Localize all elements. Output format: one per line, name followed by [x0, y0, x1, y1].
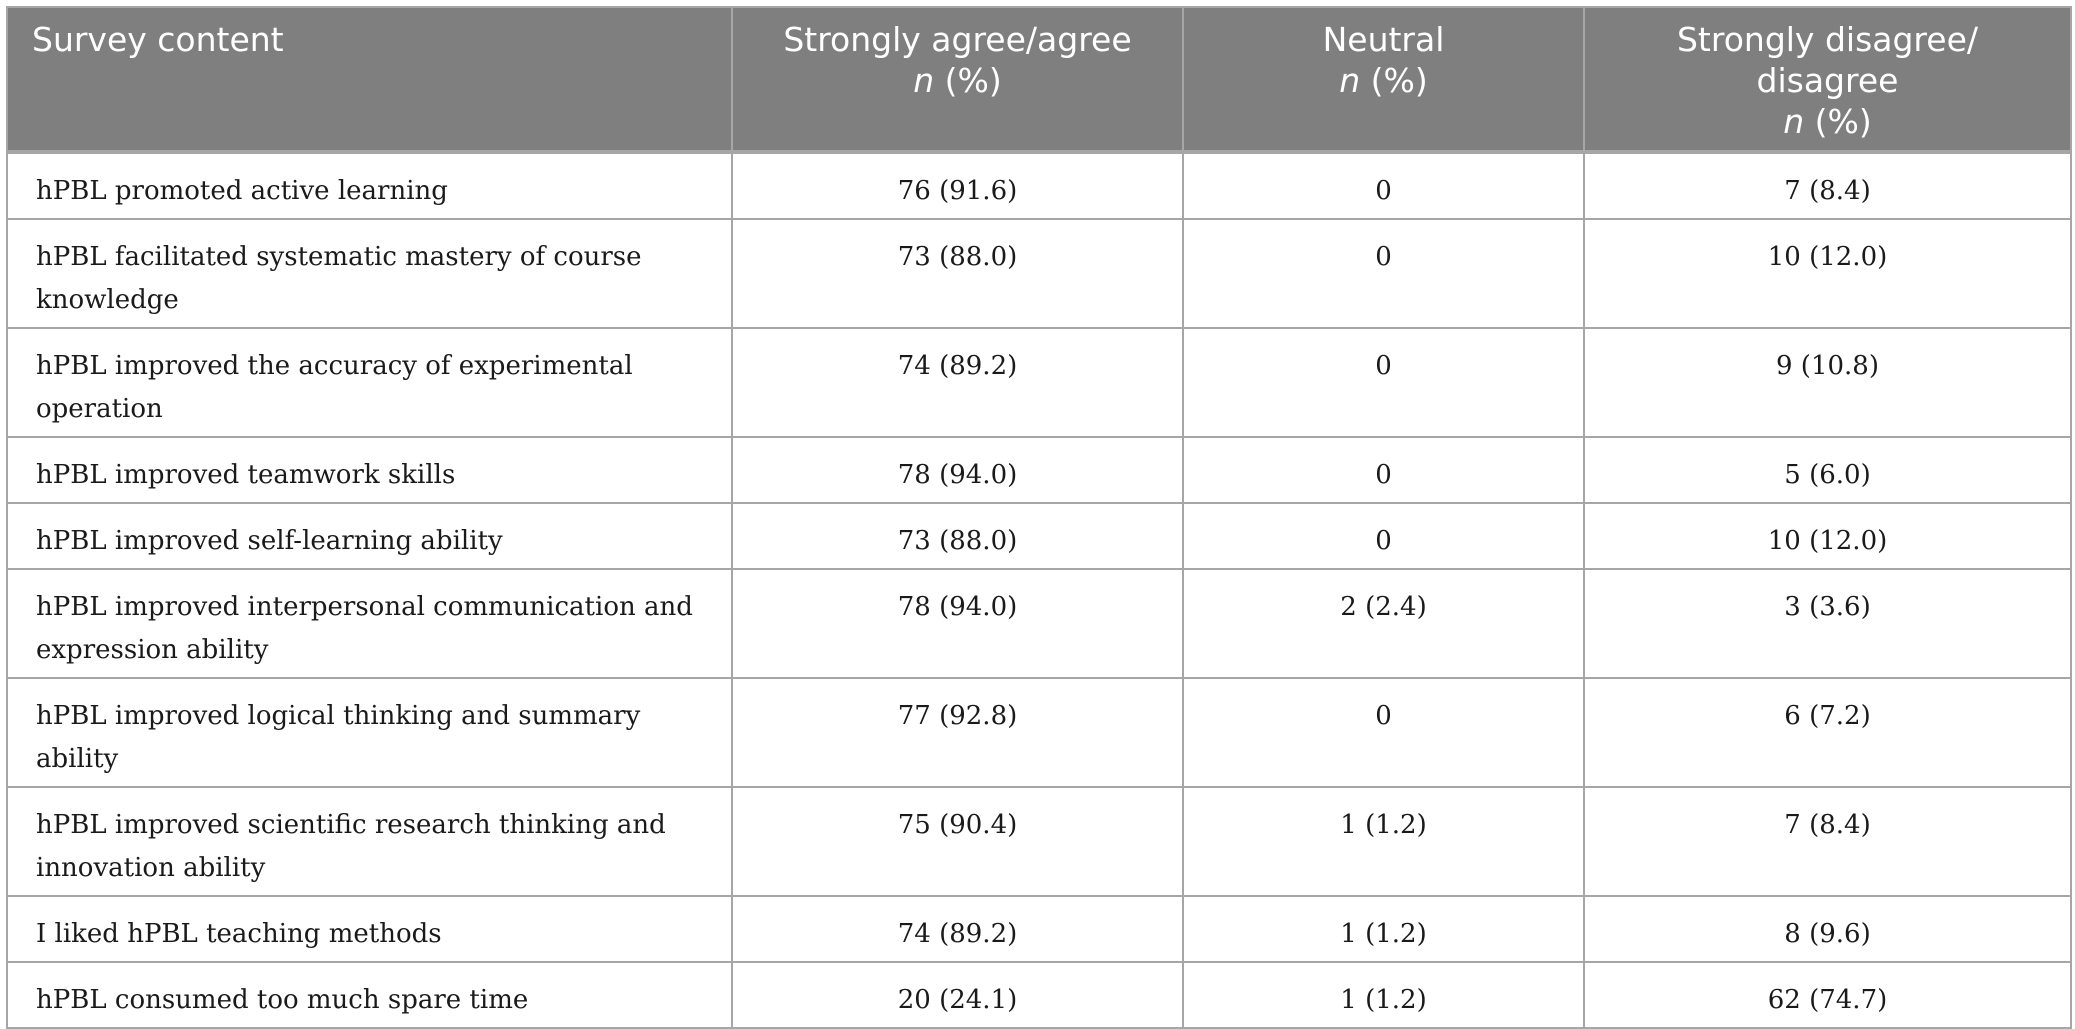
table-row: hPBL consumed too much spare time 20 (24… [6, 961, 2072, 1029]
header-neutral-stat-pct: (%) [1370, 61, 1428, 100]
cell-agree: 78 (94.0) [731, 568, 1184, 679]
cell-survey-content: hPBL improved self-learning ability [6, 502, 733, 570]
cell-agree: 76 (91.6) [731, 151, 1184, 220]
cell-disagree: 7 (8.4) [1583, 786, 2072, 897]
cell-survey-content-line1: hPBL improved interpersonal communicatio… [36, 592, 693, 622]
header-agree: Strongly agree/agree n (%) [731, 6, 1184, 154]
cell-neutral: 0 [1182, 218, 1585, 329]
header-agree-label: Strongly agree/agree [783, 20, 1132, 59]
cell-survey-content-line1: hPBL improved scientific research thinki… [36, 810, 666, 840]
table-row: hPBL facilitated systematic mastery of c… [6, 218, 2072, 329]
cell-survey-content: I liked hPBL teaching methods [6, 895, 733, 963]
header-disagree-label-line2: disagree [1756, 61, 1899, 100]
cell-disagree: 10 (12.0) [1583, 218, 2072, 329]
table-row: hPBL improved interpersonal communicatio… [6, 568, 2072, 679]
cell-disagree: 3 (3.6) [1583, 568, 2072, 679]
header-row: Survey content Strongly agree/agree n (%… [6, 6, 2072, 154]
header-survey-content-label: Survey content [32, 20, 284, 59]
header-disagree-label-line1: Strongly disagree/ [1676, 20, 1978, 59]
table-row: hPBL improved the accuracy of experiment… [6, 327, 2072, 438]
header-agree-stat-n: n [913, 61, 935, 100]
header-disagree-stat-pct: (%) [1814, 102, 1872, 141]
table-row: I liked hPBL teaching methods 74 (89.2) … [6, 895, 2072, 963]
cell-disagree: 6 (7.2) [1583, 677, 2072, 788]
cell-agree: 74 (89.2) [731, 327, 1184, 438]
cell-survey-content: hPBL promoted active learning [6, 151, 733, 220]
cell-agree: 73 (88.0) [731, 218, 1184, 329]
cell-disagree: 62 (74.7) [1583, 961, 2072, 1029]
table-row: hPBL improved self-learning ability 73 (… [6, 502, 2072, 570]
cell-neutral: 0 [1182, 502, 1585, 570]
cell-survey-content: hPBL improved scientific research thinki… [6, 786, 733, 897]
cell-neutral: 1 (1.2) [1182, 786, 1585, 897]
cell-disagree: 5 (6.0) [1583, 436, 2072, 504]
table-row: hPBL improved scientific research thinki… [6, 786, 2072, 897]
cell-survey-content: hPBL improved logical thinking and summa… [6, 677, 733, 788]
cell-survey-content: hPBL consumed too much spare time [6, 961, 733, 1029]
header-agree-stat-pct: (%) [944, 61, 1002, 100]
header-survey-content: Survey content [6, 6, 733, 154]
header-neutral-label: Neutral [1322, 20, 1445, 59]
cell-neutral: 2 (2.4) [1182, 568, 1585, 679]
cell-survey-content: hPBL improved interpersonal communicatio… [6, 568, 733, 679]
header-disagree-stat-n: n [1783, 102, 1805, 141]
table-row: hPBL improved teamwork skills 78 (94.0) … [6, 436, 2072, 504]
header-neutral-stat-n: n [1339, 61, 1361, 100]
cell-agree: 75 (90.4) [731, 786, 1184, 897]
cell-survey-content: hPBL improved teamwork skills [6, 436, 733, 504]
survey-results-table: Survey content Strongly agree/agree n (%… [6, 6, 2072, 1029]
cell-survey-content-line2: innovation ability [36, 853, 266, 883]
survey-table-container: Survey content Strongly agree/agree n (%… [6, 6, 2072, 1029]
table-body: hPBL promoted active learning 76 (91.6) … [6, 151, 2072, 1029]
cell-neutral: 0 [1182, 436, 1585, 504]
table-row: hPBL promoted active learning 76 (91.6) … [6, 151, 2072, 220]
table-row: hPBL improved logical thinking and summa… [6, 677, 2072, 788]
cell-neutral: 1 (1.2) [1182, 895, 1585, 963]
cell-agree: 74 (89.2) [731, 895, 1184, 963]
cell-survey-content: hPBL facilitated systematic mastery of c… [6, 218, 733, 329]
table-header: Survey content Strongly agree/agree n (%… [6, 6, 2072, 154]
header-disagree: Strongly disagree/ disagree n (%) [1583, 6, 2072, 154]
cell-disagree: 10 (12.0) [1583, 502, 2072, 570]
cell-agree: 73 (88.0) [731, 502, 1184, 570]
cell-neutral: 1 (1.2) [1182, 961, 1585, 1029]
header-neutral: Neutral n (%) [1182, 6, 1585, 154]
cell-disagree: 8 (9.6) [1583, 895, 2072, 963]
cell-disagree: 7 (8.4) [1583, 151, 2072, 220]
cell-survey-content: hPBL improved the accuracy of experiment… [6, 327, 733, 438]
cell-neutral: 0 [1182, 677, 1585, 788]
cell-agree: 77 (92.8) [731, 677, 1184, 788]
cell-agree: 20 (24.1) [731, 961, 1184, 1029]
cell-neutral: 0 [1182, 327, 1585, 438]
cell-neutral: 0 [1182, 151, 1585, 220]
cell-agree: 78 (94.0) [731, 436, 1184, 504]
cell-disagree: 9 (10.8) [1583, 327, 2072, 438]
cell-survey-content-line2: expression ability [36, 635, 269, 665]
